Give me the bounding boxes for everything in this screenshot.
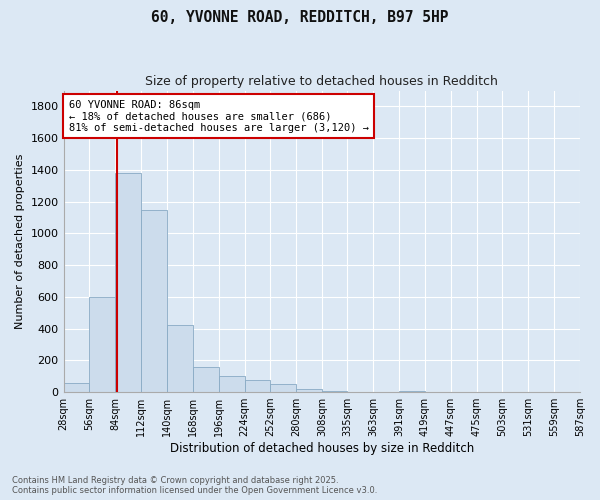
Bar: [245, 380, 271, 392]
Bar: [271, 384, 296, 392]
Text: 60, YVONNE ROAD, REDDITCH, B97 5HP: 60, YVONNE ROAD, REDDITCH, B97 5HP: [151, 10, 449, 25]
Bar: [193, 366, 219, 392]
Text: 60 YVONNE ROAD: 86sqm
← 18% of detached houses are smaller (686)
81% of semi-det: 60 YVONNE ROAD: 86sqm ← 18% of detached …: [69, 100, 369, 133]
Title: Size of property relative to detached houses in Redditch: Size of property relative to detached ho…: [145, 75, 498, 88]
Bar: [115, 173, 141, 392]
Bar: [141, 210, 167, 392]
Bar: [64, 382, 89, 392]
Text: Contains HM Land Registry data © Crown copyright and database right 2025.
Contai: Contains HM Land Registry data © Crown c…: [12, 476, 377, 495]
Bar: [89, 297, 115, 392]
Bar: [219, 376, 245, 392]
Y-axis label: Number of detached properties: Number of detached properties: [15, 154, 25, 329]
Bar: [296, 389, 322, 392]
Bar: [167, 326, 193, 392]
X-axis label: Distribution of detached houses by size in Redditch: Distribution of detached houses by size …: [170, 442, 474, 455]
